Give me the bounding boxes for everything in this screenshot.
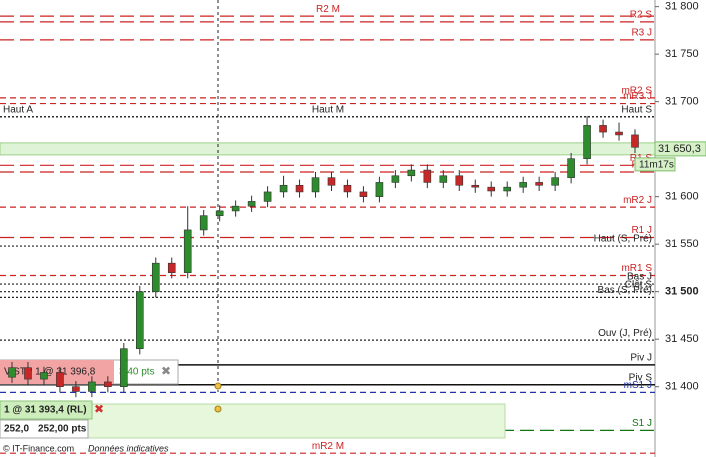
level-label: R1 J [631,225,652,236]
candle-body [247,201,256,207]
y-tick-label: 31 500 [665,286,699,298]
level-label: R2 M [316,4,340,15]
pnl-points: 252,00 pts [38,424,87,435]
candle-body [471,184,480,188]
stop-label: V:STP 1 @ 31 396,8 [4,367,96,378]
position-label: 1 @ 31 393,4 (RL) [4,405,87,416]
candle-body [487,186,496,192]
crosshair-dot [214,382,222,390]
candle-body [343,184,352,193]
candle-body [295,184,304,193]
footer-brand: © IT-Finance.com [3,443,74,453]
candle-body [519,182,527,188]
candle-body [135,291,144,349]
y-tick-label: 31 800 [665,1,699,13]
close-position[interactable]: ✖ [94,402,104,416]
level-label: mR1 S [621,263,652,274]
level-label: mR2 M [312,441,344,452]
level-label: R2 S [630,9,653,20]
candle-body [375,182,384,197]
candle-body [279,184,288,193]
stop-distance: 3,40 pts [119,367,155,378]
candle-body [56,372,64,387]
y-tick-label: 31 550 [665,238,699,250]
candle-body [88,381,96,392]
candle-body [439,175,448,183]
level-label: mR2 S [621,86,652,97]
candle-body [183,229,192,273]
level-label: Haut S [621,105,652,116]
last-price: 31 650,3 [658,143,701,155]
level-label: Haut M [312,105,344,116]
candle-body [231,205,240,212]
candle-body [583,125,591,159]
level-label: Bas J [627,272,652,283]
level-label: R3 J [631,28,652,39]
candle-body [407,169,416,177]
level-label: mS1 J [624,380,652,391]
level-label: Ouv (J, Pré) [598,328,652,339]
level-label: Bas (S, Pré) [598,285,652,296]
candle-body [631,134,639,148]
candle-body [535,182,543,186]
candle-body [599,125,607,133]
timer-box [634,157,676,172]
candle-body [8,367,16,378]
crosshair-dot [214,405,222,413]
last-price-band [0,142,656,156]
order-panel: V:STP 1 @ 31 396,8 3,40 pts ✖ 1 @ 31 393… [0,359,179,439]
candle-body [199,215,208,231]
position-box[interactable] [0,400,93,420]
timer: 11m17s [639,160,674,171]
candle-body [104,381,112,387]
candle-body [24,367,32,380]
y-tick-label: 31 600 [665,191,699,203]
close-button[interactable]: ✖ [161,364,171,378]
level-label: Haut A [3,105,33,116]
last-price-box [654,141,706,157]
candle-body [120,348,128,387]
level-label: S1 J [632,418,652,429]
level-label: mR3 J [623,91,652,102]
y-tick-label: 31 750 [665,48,699,60]
level-label: Piv S [629,372,653,383]
candle-body [215,210,224,216]
pnl-box [0,419,89,439]
candle-body [311,177,320,193]
level-label: Haut (S, Pré) [594,234,652,245]
candle-body [551,177,559,186]
candle-body [615,131,623,136]
candle-body [151,262,160,292]
candle-body [263,191,272,202]
candle-body [423,169,432,183]
y-tick-label: 31 400 [665,381,699,393]
candle-body [455,175,464,186]
level-label: mR2 J [623,195,652,206]
footer-note: Données indicatives [88,443,169,453]
candle-body [167,262,176,273]
candle-body [72,386,80,392]
candle-body [391,175,400,183]
y-tick-label: 31 450 [665,333,699,345]
candle-body [503,186,512,192]
candle-body [359,191,368,197]
pnl: 252,0 [4,424,29,435]
y-tick-label: 31 700 [665,96,699,108]
candle-body [567,158,575,178]
candle-body [327,177,336,186]
level-label: Piv J [630,352,652,363]
level-label: Clôt S [625,279,653,290]
candle-body [40,372,48,380]
